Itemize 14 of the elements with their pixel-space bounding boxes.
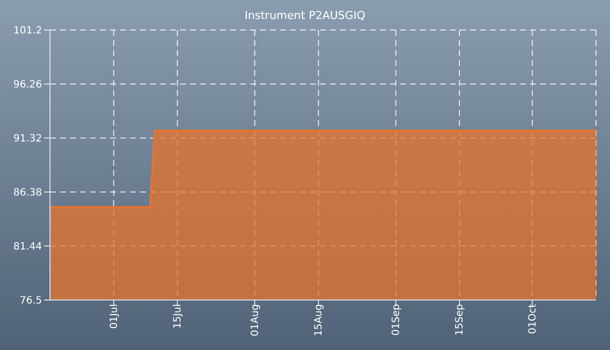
x-tick-label: 15Aug [314, 304, 325, 336]
y-tick-label: 81.44 [13, 242, 42, 253]
y-tick-label: 86.38 [13, 188, 42, 199]
y-tick-label: 101.2 [13, 26, 42, 37]
y-tick-label: 76.5 [20, 296, 42, 307]
y-tick-label: 96.26 [13, 80, 42, 91]
x-tick-label: 15Sep [454, 304, 466, 336]
x-tick-label: 01Sep [390, 304, 402, 336]
x-tick-label: 01Jul [108, 304, 120, 329]
x-tick-label: 01Oct [527, 304, 538, 334]
x-tick-label: 15Jul [172, 304, 184, 329]
y-tick-label: 91.32 [13, 134, 42, 145]
x-tick-label: 01Aug [250, 304, 261, 336]
chart-title: Instrument P2AUSGIQ [244, 9, 366, 22]
